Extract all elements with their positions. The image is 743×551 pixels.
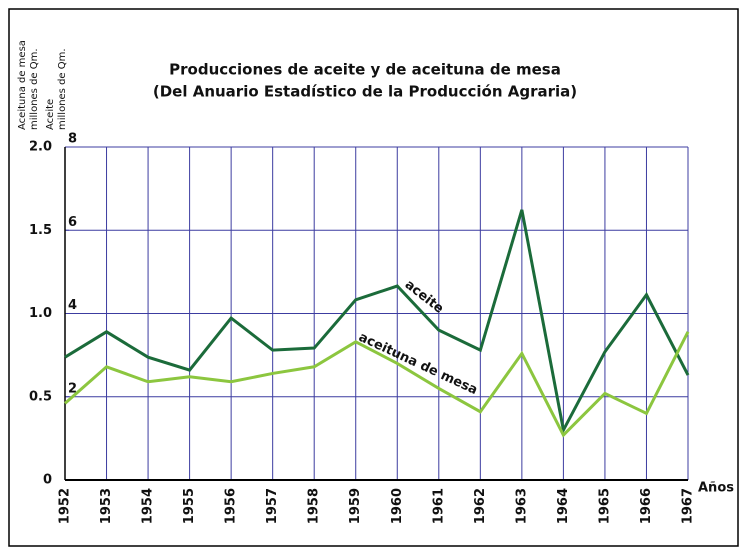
x-tick-label: 1959 xyxy=(348,488,363,524)
y2-tick-label: 4 xyxy=(68,298,77,313)
series-line xyxy=(64,209,690,435)
chart-subtitle: (Del Anuario Estadístico de la Producció… xyxy=(153,83,577,101)
x-tick-label: 1961 xyxy=(431,488,446,524)
y-label-line: Aceituna de mesa xyxy=(17,40,28,130)
chart-title: Producciones de aceite y de aceituna de … xyxy=(169,61,561,79)
series-line xyxy=(64,331,690,438)
y2-axis-label: Aceite millones de Qm. xyxy=(45,48,68,130)
y2-tick-label: 8 xyxy=(68,132,77,147)
y-tick-label: 0.5 xyxy=(29,389,52,404)
y-axis-label: Aceituna de mesa millones de Qm. xyxy=(17,40,40,130)
x-tick-label: 1954 xyxy=(141,488,156,524)
x-tick-label: 1965 xyxy=(597,488,612,524)
x-tick-label: 1964 xyxy=(556,488,571,524)
y2-label-line: millones de Qm. xyxy=(57,48,68,130)
y-tick-label: 1.5 xyxy=(29,223,52,238)
y-tick-label: 0 xyxy=(43,473,52,488)
x-tick-label: 1952 xyxy=(58,488,73,524)
y2-label-line: Aceite xyxy=(45,99,56,130)
x-tick-label: 1955 xyxy=(182,488,197,524)
x-tick-label: 1960 xyxy=(390,488,405,524)
y-tick-label: 2.0 xyxy=(29,140,52,155)
y2-tick-label: 2 xyxy=(68,381,77,396)
frame xyxy=(8,8,739,547)
x-tick-label: 1962 xyxy=(473,488,488,524)
x-tick-label: 1963 xyxy=(514,488,529,524)
x-tick-label: 1957 xyxy=(265,488,280,524)
x-tick-label: 1966 xyxy=(639,488,654,524)
x-tick-label: 1953 xyxy=(99,488,114,524)
y-tick-label: 1.0 xyxy=(29,306,52,321)
x-axis-label: Años xyxy=(698,481,734,496)
x-tick-label: 1967 xyxy=(681,488,696,524)
y2-tick-label: 6 xyxy=(68,215,77,230)
x-tick-label: 1958 xyxy=(307,488,322,524)
y-label-line: millones de Qm. xyxy=(29,48,40,130)
x-tick-label: 1956 xyxy=(224,488,239,524)
